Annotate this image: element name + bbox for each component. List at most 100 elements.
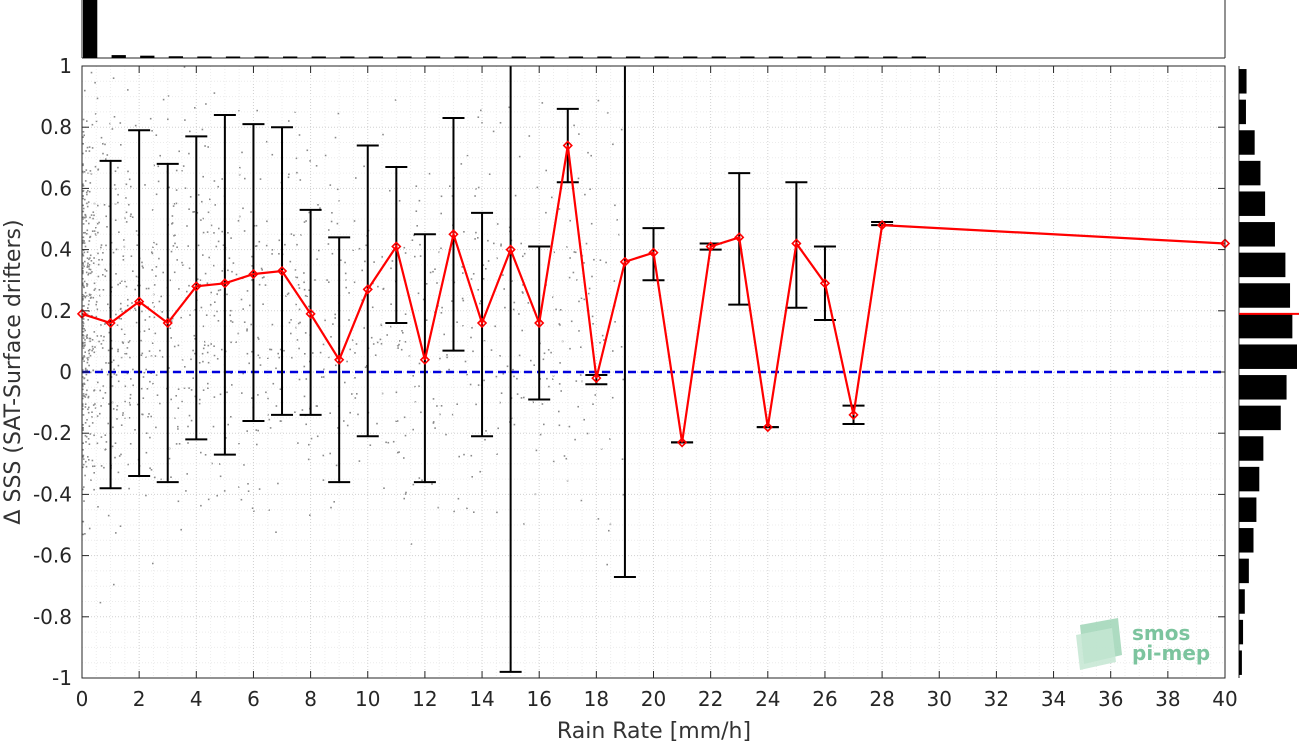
data-point	[876, 219, 888, 231]
scatter-point	[137, 284, 139, 287]
scatter-point	[105, 158, 107, 160]
scatter-point	[171, 317, 174, 320]
right-histogram-bar	[1239, 313, 1293, 339]
scatter-point	[84, 406, 87, 408]
scatter-point	[578, 330, 580, 332]
scatter-point	[304, 353, 306, 355]
right-histogram-bar	[1239, 130, 1255, 155]
scatter-point	[142, 397, 145, 399]
scatter-point	[207, 211, 210, 214]
scatter-point	[181, 400, 183, 403]
scatter-point	[288, 173, 290, 176]
scatter-point	[599, 259, 602, 261]
scatter-point	[376, 422, 378, 425]
scatter-point	[230, 341, 232, 344]
scatter-point	[563, 455, 566, 457]
scatter-point	[172, 205, 175, 207]
scatter-point	[127, 341, 130, 344]
scatter-point	[82, 458, 85, 460]
scatter-point	[162, 98, 165, 101]
scatter-point	[175, 202, 178, 205]
scatter-point	[83, 345, 86, 347]
scatter-point	[294, 411, 296, 413]
scatter-point	[150, 415, 152, 418]
scatter-point	[251, 507, 254, 509]
scatter-point	[120, 424, 123, 426]
scatter-point	[219, 289, 222, 291]
scatter-point	[90, 479, 92, 481]
scatter-point	[585, 242, 588, 245]
scatter-point	[88, 190, 91, 193]
scatter-point	[443, 333, 445, 336]
data-point	[734, 232, 745, 243]
scatter-point	[458, 455, 460, 458]
scatter-point	[142, 413, 144, 416]
scatter-point	[500, 243, 502, 246]
scatter-point	[587, 292, 590, 295]
scatter-point	[295, 303, 297, 306]
scatter-point	[99, 412, 101, 415]
scatter-point	[286, 293, 289, 296]
scatter-point	[577, 177, 580, 180]
scatter-point	[116, 405, 119, 407]
scatter-point	[296, 171, 298, 174]
scatter-point	[361, 299, 363, 301]
scatter-point	[186, 290, 188, 293]
scatter-point	[98, 259, 100, 261]
scatter-point	[588, 287, 591, 290]
scatter-point	[573, 124, 575, 127]
scatter-point	[477, 116, 480, 118]
scatter-point	[303, 221, 306, 223]
scatter-point	[335, 464, 338, 467]
scatter-point	[173, 203, 176, 205]
scatter-point	[82, 297, 84, 299]
scatter-point	[158, 300, 161, 303]
scatter-point	[475, 403, 477, 406]
scatter-point	[440, 195, 443, 198]
scatter-point	[82, 343, 84, 345]
top-histogram-bar	[883, 56, 898, 58]
logo-line2: pi-mep	[1132, 641, 1210, 665]
scatter-point	[155, 426, 157, 429]
scatter-point	[156, 394, 159, 396]
scatter-point	[541, 102, 544, 104]
scatter-point	[120, 144, 122, 146]
scatter-point	[397, 345, 399, 347]
scatter-point	[136, 244, 138, 246]
scatter-point	[86, 361, 89, 364]
scatter-point	[105, 362, 107, 364]
scatter-point	[82, 242, 84, 244]
x-tick-label: 6	[247, 687, 260, 711]
top-histogram-bar	[797, 56, 812, 58]
scatter-point	[100, 335, 102, 337]
scatter-point	[400, 348, 403, 351]
scatter-point	[105, 244, 107, 247]
scatter-point	[213, 232, 215, 234]
scatter-point	[322, 376, 325, 378]
scatter-point	[82, 403, 84, 405]
scatter-point	[134, 309, 137, 311]
scatter-point	[214, 301, 216, 303]
scatter-point	[107, 422, 109, 425]
scatter-point	[319, 351, 322, 354]
scatter-point	[318, 249, 320, 252]
scatter-point	[82, 466, 84, 469]
scatter-point	[451, 300, 453, 302]
scatter-point	[91, 345, 94, 348]
scatter-point	[112, 359, 115, 362]
scatter-point	[89, 254, 92, 257]
scatter-point	[266, 140, 268, 143]
x-tick-label: 2	[133, 687, 146, 711]
scatter-point	[114, 456, 116, 459]
scatter-point	[154, 355, 157, 357]
scatter-point	[88, 150, 91, 152]
scatter-point	[475, 231, 477, 234]
scatter-point	[83, 377, 85, 380]
scatter-point	[90, 71, 93, 74]
scatter-point	[480, 300, 482, 302]
scatter-point	[453, 510, 455, 513]
scatter-point	[440, 312, 443, 314]
scatter-point	[83, 240, 85, 242]
scatter-point	[145, 494, 147, 497]
scatter-point	[113, 184, 116, 186]
